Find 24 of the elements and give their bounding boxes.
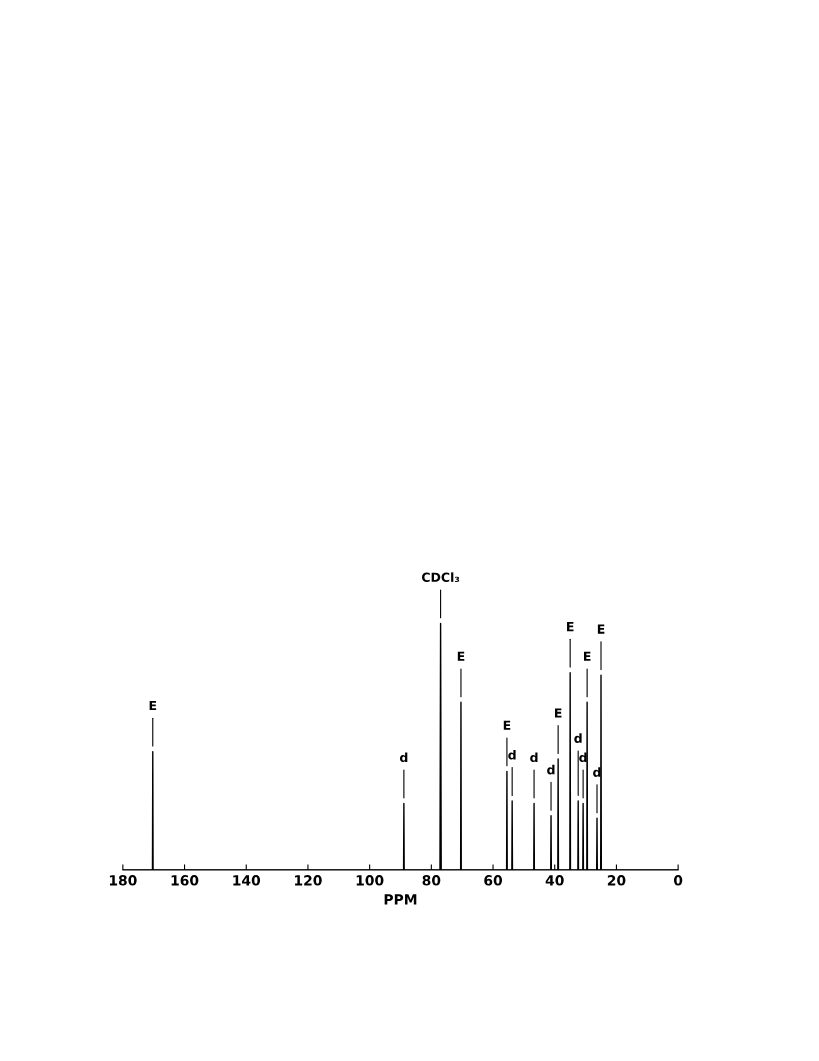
annotation: E [149,701,157,711]
x-tick-label: 120 [295,875,322,886]
x-tick-label: 20 [607,875,626,886]
annotation: d [508,749,516,760]
annotation: d [574,733,582,743]
x-tick-label: 160 [171,875,199,886]
x-tick-label: 80 [422,875,441,886]
x-tick-label: 140 [233,875,261,886]
x-tick-label: 40 [545,875,564,886]
annotation: d [547,764,555,775]
x-tick-label: 180 [109,875,137,886]
annotation: E [584,651,591,661]
annotation: d [530,752,538,763]
annotation: E [597,624,605,634]
x-tick-label: 0 [673,875,683,886]
annotation: CDCl₃ [421,572,460,583]
annotation: E [503,720,511,730]
x-axis-title: PPM [384,894,417,905]
annotation: E [555,708,562,718]
annotation: d [399,752,408,763]
annotation: E [567,622,574,632]
x-tick-label: 100 [356,875,384,886]
x-tick-label: 60 [484,875,503,886]
annotation: E [457,651,465,661]
